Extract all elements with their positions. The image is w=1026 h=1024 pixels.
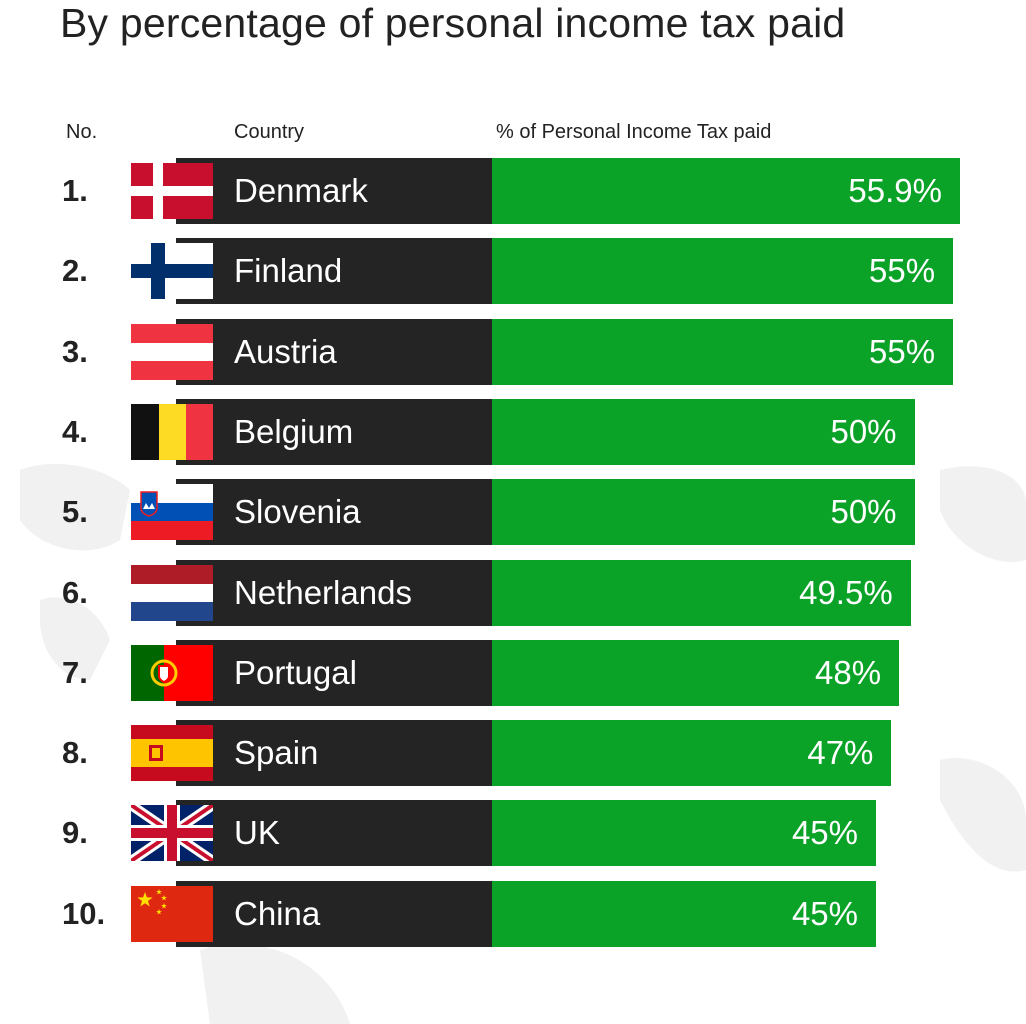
value-bar: 50% [492, 479, 915, 546]
value-bar: 49.5% [492, 559, 911, 626]
finland-flag-icon [131, 243, 213, 300]
table-row: 9. UK 45% [0, 800, 1026, 867]
value-bar: 55% [492, 238, 954, 305]
table-row: 5. Slovenia 50% [0, 479, 1026, 546]
value-label: 55.9% [848, 172, 942, 209]
table-row: 10. China 45% [0, 880, 1026, 947]
value-label: 45% [791, 894, 858, 932]
spain-flag-icon [131, 725, 213, 782]
table-row: 4. Belgium 50% [0, 398, 1026, 465]
value-bar: 45% [492, 880, 876, 947]
rank-label: 1. [62, 173, 88, 208]
portugal-flag-icon [131, 644, 213, 701]
country-bar [176, 238, 492, 305]
table-row: 3. Austria 55% [0, 318, 1026, 385]
country-label: Portugal [234, 653, 357, 691]
value-label: 50% [830, 412, 897, 450]
value-bar: 45% [492, 800, 876, 867]
country-label: China [234, 894, 321, 932]
rank-label: 7. [62, 654, 88, 690]
country-bar [176, 479, 492, 546]
value-label: 55% [869, 252, 936, 290]
rank-label: 10. [62, 895, 106, 931]
value-label: 45% [791, 814, 858, 852]
value-bar: 48% [492, 639, 900, 706]
rank-label: 5. [62, 494, 88, 530]
value-label: 50% [830, 493, 897, 531]
uk-flag-icon [131, 805, 213, 862]
rank-label: 2. [62, 253, 88, 289]
rank-label: 8. [62, 735, 88, 771]
rank-label: 9. [62, 815, 88, 851]
netherlands-flag-icon [131, 564, 213, 621]
belgium-flag-icon [131, 403, 213, 460]
country-label: Slovenia [234, 493, 361, 531]
rank-label: 6. [62, 574, 88, 610]
country-label: Belgium [234, 412, 354, 450]
chart-title: By percentage of personal income tax pai… [60, 0, 846, 46]
country-label: Denmark [234, 172, 368, 209]
value-bar: 47% [492, 720, 892, 787]
country-bar [176, 318, 492, 385]
country-bar [176, 639, 492, 706]
country-label: Austria [234, 332, 337, 370]
header-percentage: % of Personal Income Tax paid [496, 121, 772, 143]
country-bar [176, 559, 492, 626]
value-label: 47% [807, 734, 874, 772]
austria-flag-icon [131, 323, 213, 380]
country-label: Finland [234, 252, 343, 290]
denmark-flag-icon [131, 163, 213, 219]
country-bar [176, 398, 492, 465]
country-bar [176, 158, 492, 224]
header-country: Country [234, 121, 305, 143]
country-label: Netherlands [234, 573, 412, 611]
rank-label: 3. [62, 333, 88, 369]
header-rank: No. [66, 121, 98, 143]
table-row: 1. Denmark 55.9% [0, 158, 1026, 224]
value-bar: 55% [492, 318, 954, 385]
country-label: Spain [234, 734, 319, 772]
value-label: 48% [815, 653, 882, 691]
country-bar [176, 720, 492, 787]
table-row: 2. Finland 55% [0, 238, 1026, 305]
country-bar [176, 880, 492, 947]
value-label: 55% [869, 332, 936, 370]
country-bar [176, 800, 492, 867]
china-flag-icon [131, 885, 213, 942]
value-bar: 50% [492, 398, 915, 465]
table-row: 8. Spain 47% [0, 720, 1026, 787]
country-label: UK [234, 814, 280, 852]
table-row: 6. Netherlands 49.5% [0, 559, 1026, 626]
table-row: 7. Portugal 48% [0, 639, 1026, 706]
value-label: 49.5% [799, 573, 893, 611]
value-bar: 55.9% [492, 158, 960, 224]
rank-label: 4. [62, 413, 88, 449]
slovenia-flag-icon [131, 484, 213, 541]
